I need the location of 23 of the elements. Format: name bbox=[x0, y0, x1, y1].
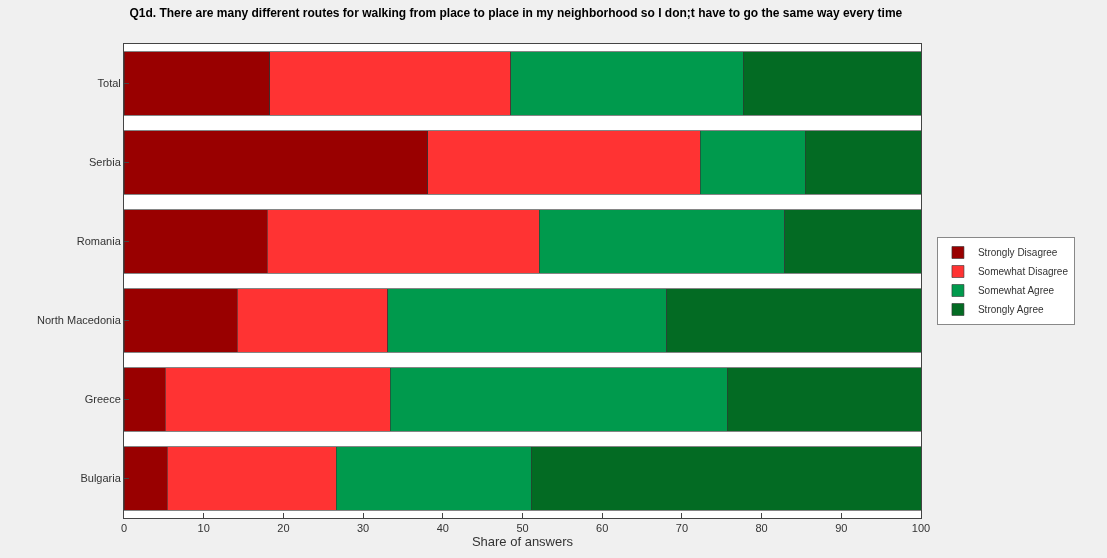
x-tick-label: 40 bbox=[436, 522, 449, 535]
legend-label: Somewhat Disagree bbox=[977, 266, 1069, 278]
x-tick-label: 70 bbox=[675, 522, 689, 535]
x-tick-label: 0 bbox=[120, 522, 128, 535]
x-tick-label: 90 bbox=[835, 522, 848, 535]
x-tick-label: 20 bbox=[277, 522, 290, 535]
x-tick-label: 30 bbox=[356, 522, 370, 535]
y-tick-label: Bulgaria bbox=[80, 472, 122, 485]
chart-title: Q1d. There are many different routes for walking from place to place in my neighborhood so I don;t have to go the same way every time bbox=[129, 5, 903, 20]
y-tick-label: Romania bbox=[76, 235, 122, 248]
y-tick-label: North Macedonia bbox=[37, 314, 122, 327]
x-tick-label: 100 bbox=[911, 522, 931, 535]
y-tick-label: Total bbox=[97, 77, 121, 90]
y-tick-label: Greece bbox=[84, 393, 121, 406]
x-tick-label: 80 bbox=[755, 522, 768, 535]
x-tick-label: 50 bbox=[516, 522, 529, 535]
legend-label: Somewhat Agree bbox=[977, 285, 1055, 297]
x-tick-label: 60 bbox=[596, 522, 609, 535]
legend-label: Strongly Agree bbox=[977, 304, 1044, 316]
x-tick-label: 10 bbox=[197, 522, 210, 535]
legend-label: Strongly Disagree bbox=[977, 247, 1058, 259]
x-axis-title: Share of answers bbox=[471, 534, 574, 550]
y-tick-label: Serbia bbox=[89, 156, 122, 169]
